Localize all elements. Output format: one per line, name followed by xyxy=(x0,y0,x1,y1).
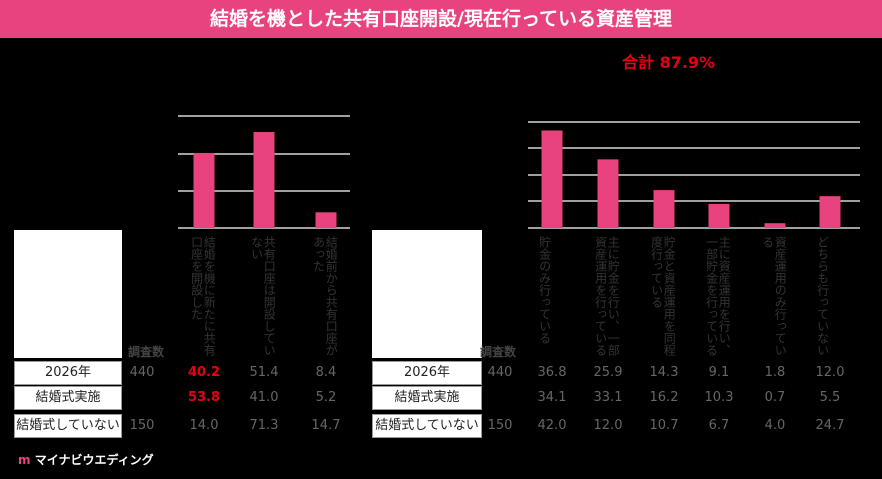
table-cell-1-1-5: 5.5 xyxy=(819,390,841,405)
table-cell-0-0-0: 40.2 xyxy=(187,365,221,380)
table-cell-1-1-3: 10.3 xyxy=(704,390,734,405)
table-cell-1-0-2: 14.3 xyxy=(649,365,679,380)
table-cell-1-2-2: 10.7 xyxy=(649,418,679,433)
row-count-0-2: 150 xyxy=(129,418,155,433)
table-cell-1-2-5: 24.7 xyxy=(815,418,845,433)
bar-0-0 xyxy=(193,152,215,228)
bar-1-2 xyxy=(653,190,675,228)
right-label-box xyxy=(372,230,482,358)
bar-1-5 xyxy=(819,196,841,228)
row-label-0-0: 2026年 xyxy=(14,361,122,385)
table-cell-0-1-1: 41.0 xyxy=(249,390,279,405)
category-label-1-1: 主に貯金を行い、一部資産運用を行っている xyxy=(593,236,621,356)
table-cell-1-2-4: 4.0 xyxy=(764,418,786,433)
table-cell-1-0-0: 36.8 xyxy=(537,365,567,380)
table-cell-1-0-1: 25.9 xyxy=(593,365,623,380)
table-cell-0-2-0: 14.0 xyxy=(189,418,219,433)
bar-1-3 xyxy=(708,203,730,228)
table-cell-1-1-2: 16.2 xyxy=(649,390,679,405)
bar-1-4 xyxy=(764,223,786,228)
bar-0-1 xyxy=(253,132,275,228)
category-label-0-2: 結婚前から共有口座があった xyxy=(311,236,339,356)
left-label-box xyxy=(14,230,122,358)
table-cell-1-2-1: 12.0 xyxy=(593,418,623,433)
chart-title: 結婚を機とした共有口座開設/現在行っている資産管理 xyxy=(0,0,882,38)
table-cell-0-1-2: 5.2 xyxy=(315,390,337,405)
table-cell-1-0-5: 12.0 xyxy=(815,365,845,380)
table-cell-0-2-1: 71.3 xyxy=(249,418,279,433)
table-cell-0-2-2: 14.7 xyxy=(311,418,341,433)
count-header-right: 調査数 xyxy=(480,345,517,359)
table-cell-0-0-1: 51.4 xyxy=(249,365,279,380)
row-label-0-1: 結婚式実施 xyxy=(14,386,122,410)
category-label-0-0: 結婚を機に新たに共有口座を開設した xyxy=(189,236,217,356)
row-label-0-2: 結婚式していない xyxy=(14,414,122,438)
category-label-0-1: 共有口座は開設していない xyxy=(249,236,277,356)
row-label-1-0: 2026年 xyxy=(372,361,482,385)
category-label-1-3: 主に資産運用を行い、一部貯金を行っている xyxy=(704,236,732,356)
table-cell-1-1-0: 34.1 xyxy=(537,390,567,405)
table-cell-1-0-3: 9.1 xyxy=(708,365,730,380)
category-label-1-0: 貯金のみ行っている xyxy=(537,236,552,344)
category-label-1-2: 貯金と資産運用を同程度行っている xyxy=(649,236,677,356)
row-count-1-2: 150 xyxy=(487,418,513,433)
category-label-1-5: どちらも行っていない xyxy=(815,236,830,356)
logo-text: マイナビウエディング xyxy=(34,453,154,467)
total-label: 合計 87.9% xyxy=(622,53,716,72)
bar-1-1 xyxy=(597,159,619,228)
table-cell-0-1-0: 53.8 xyxy=(187,390,221,405)
table-cell-1-1-4: 0.7 xyxy=(764,390,786,405)
row-label-1-1: 結婚式実施 xyxy=(372,386,482,410)
table-cell-1-1-1: 33.1 xyxy=(593,390,623,405)
row-count-0-0: 440 xyxy=(129,365,155,380)
logo-mark: m xyxy=(18,453,31,467)
category-label-1-4: 資産運用のみ行っている xyxy=(760,236,788,356)
table-cell-0-0-2: 8.4 xyxy=(315,365,337,380)
table-cell-1-2-0: 42.0 xyxy=(537,418,567,433)
table-cell-1-0-4: 1.8 xyxy=(764,365,786,380)
bar-1-0 xyxy=(541,130,563,228)
brand-logo: m マイナビウエディング xyxy=(18,451,154,468)
row-count-1-0: 440 xyxy=(487,365,513,380)
bar-0-2 xyxy=(315,212,337,228)
row-label-1-2: 結婚式していない xyxy=(372,414,482,438)
count-header-left: 調査数 xyxy=(128,345,165,359)
table-cell-1-2-3: 6.7 xyxy=(708,418,730,433)
